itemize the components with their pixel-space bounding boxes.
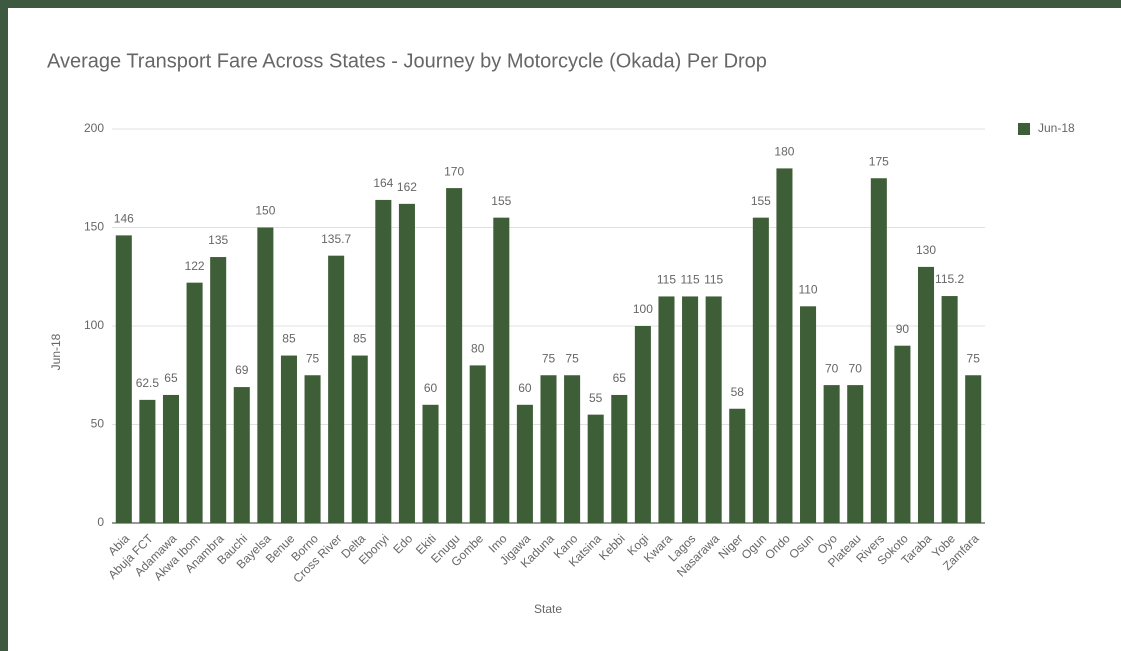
data-label: 60 [518, 381, 532, 395]
bar [516, 404, 533, 523]
bar [257, 227, 274, 523]
bar [115, 235, 132, 523]
bar [351, 355, 368, 523]
bar [682, 296, 699, 523]
bar [446, 188, 463, 523]
data-label: 80 [471, 342, 485, 356]
data-label: 115 [657, 273, 676, 287]
bar [564, 375, 581, 523]
data-label: 75 [542, 351, 556, 365]
bar [328, 255, 345, 523]
data-label: 70 [825, 361, 839, 375]
data-label: 110 [798, 282, 817, 296]
data-label: 58 [731, 385, 745, 399]
bar [375, 199, 392, 524]
data-label: 115 [704, 273, 723, 287]
bar [941, 296, 958, 523]
data-label: 146 [114, 212, 134, 226]
data-label: 115 [680, 273, 699, 287]
data-label: 90 [896, 322, 910, 336]
chart-title: Average Transport Fare Across States - J… [47, 50, 767, 72]
data-label: 155 [751, 194, 771, 208]
bar [752, 217, 769, 523]
y-tick-label: 50 [91, 417, 105, 431]
bar [776, 168, 793, 523]
data-label: 75 [967, 351, 981, 365]
data-label: 70 [849, 361, 863, 375]
bar [634, 326, 651, 523]
bar [139, 399, 156, 523]
data-label: 155 [491, 194, 511, 208]
bar [304, 375, 321, 523]
data-label: 130 [916, 243, 936, 257]
bar [917, 266, 935, 523]
data-label: 100 [633, 302, 653, 316]
data-label: 115.2 [935, 272, 964, 286]
data-label: 60 [424, 381, 438, 395]
bar [965, 375, 982, 523]
bar [611, 394, 628, 523]
y-tick-label: 200 [84, 121, 104, 135]
data-label: 85 [282, 332, 296, 346]
y-tick-label: 150 [84, 220, 104, 234]
data-label: 135.7 [321, 232, 351, 246]
bar [398, 203, 415, 524]
data-label: 175 [869, 154, 889, 168]
data-label: 170 [444, 164, 464, 178]
legend-label: Jun-18 [1038, 121, 1075, 135]
y-tick-label: 100 [84, 318, 104, 332]
y-axis-label: Jun-18 [49, 333, 63, 370]
data-label: 55 [589, 391, 603, 405]
data-label: 65 [613, 371, 627, 385]
data-label: 65 [164, 371, 178, 385]
data-label: 85 [353, 332, 367, 346]
data-label: 135 [208, 233, 228, 247]
bar [162, 394, 180, 523]
bar [540, 375, 557, 523]
bar [658, 296, 675, 523]
data-label: 62.5 [136, 376, 160, 390]
data-label: 75 [306, 351, 320, 365]
bar [422, 404, 439, 523]
bar [894, 345, 911, 523]
bar [587, 414, 604, 523]
bar [233, 387, 250, 523]
x-axis-label: State [534, 602, 562, 616]
bar [280, 355, 297, 523]
bar [800, 306, 817, 523]
data-label: 150 [255, 204, 275, 218]
bar [469, 365, 486, 523]
bar [870, 178, 887, 523]
data-label: 180 [774, 145, 794, 159]
y-tick-label: 0 [97, 515, 104, 529]
data-label: 162 [397, 180, 417, 194]
bar [705, 296, 722, 523]
legend-swatch [1018, 123, 1030, 135]
bar [186, 282, 203, 523]
data-label: 122 [185, 259, 205, 273]
bar [210, 257, 227, 523]
bar [729, 408, 746, 523]
data-label: 69 [235, 363, 249, 377]
data-label: 164 [373, 176, 393, 190]
bar [847, 385, 864, 523]
bar [823, 385, 840, 523]
data-label: 75 [565, 351, 579, 365]
bar [493, 217, 510, 523]
